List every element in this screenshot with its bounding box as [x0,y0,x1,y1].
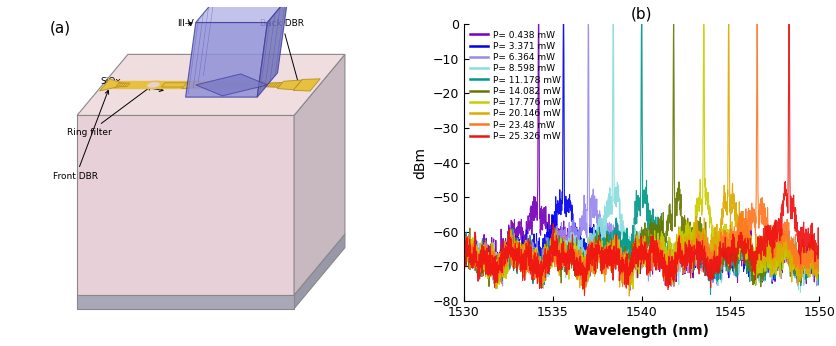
Text: Back DBR: Back DBR [260,19,304,86]
Polygon shape [148,83,159,87]
Y-axis label: dBm: dBm [413,147,427,179]
Polygon shape [186,22,268,97]
Polygon shape [257,0,288,97]
Polygon shape [116,83,130,87]
Text: Front DBR: Front DBR [54,90,109,181]
Text: III-V: III-V [177,19,194,28]
Polygon shape [196,0,288,22]
Polygon shape [77,295,294,309]
Polygon shape [196,74,268,96]
Legend: P= 0.438 mW, P= 3.371 mW, P= 6.364 mW, P= 8.598 mW, P= 11.178 mW, P= 14.082 mW, : P= 0.438 mW, P= 3.371 mW, P= 6.364 mW, P… [468,29,563,143]
Text: SiOx: SiOx [101,77,163,92]
Text: (a): (a) [49,20,71,36]
Polygon shape [143,81,164,89]
Title: (b): (b) [631,7,652,22]
Polygon shape [278,80,302,90]
Polygon shape [77,116,294,295]
Polygon shape [161,83,196,87]
Polygon shape [182,81,202,89]
Polygon shape [294,54,345,295]
Polygon shape [99,79,120,91]
Polygon shape [263,82,283,87]
Polygon shape [294,234,345,309]
Text: Ring filter: Ring filter [67,86,151,137]
X-axis label: Wavelength (nm): Wavelength (nm) [574,325,709,338]
Polygon shape [104,82,130,88]
Polygon shape [77,54,345,116]
Polygon shape [293,79,320,91]
